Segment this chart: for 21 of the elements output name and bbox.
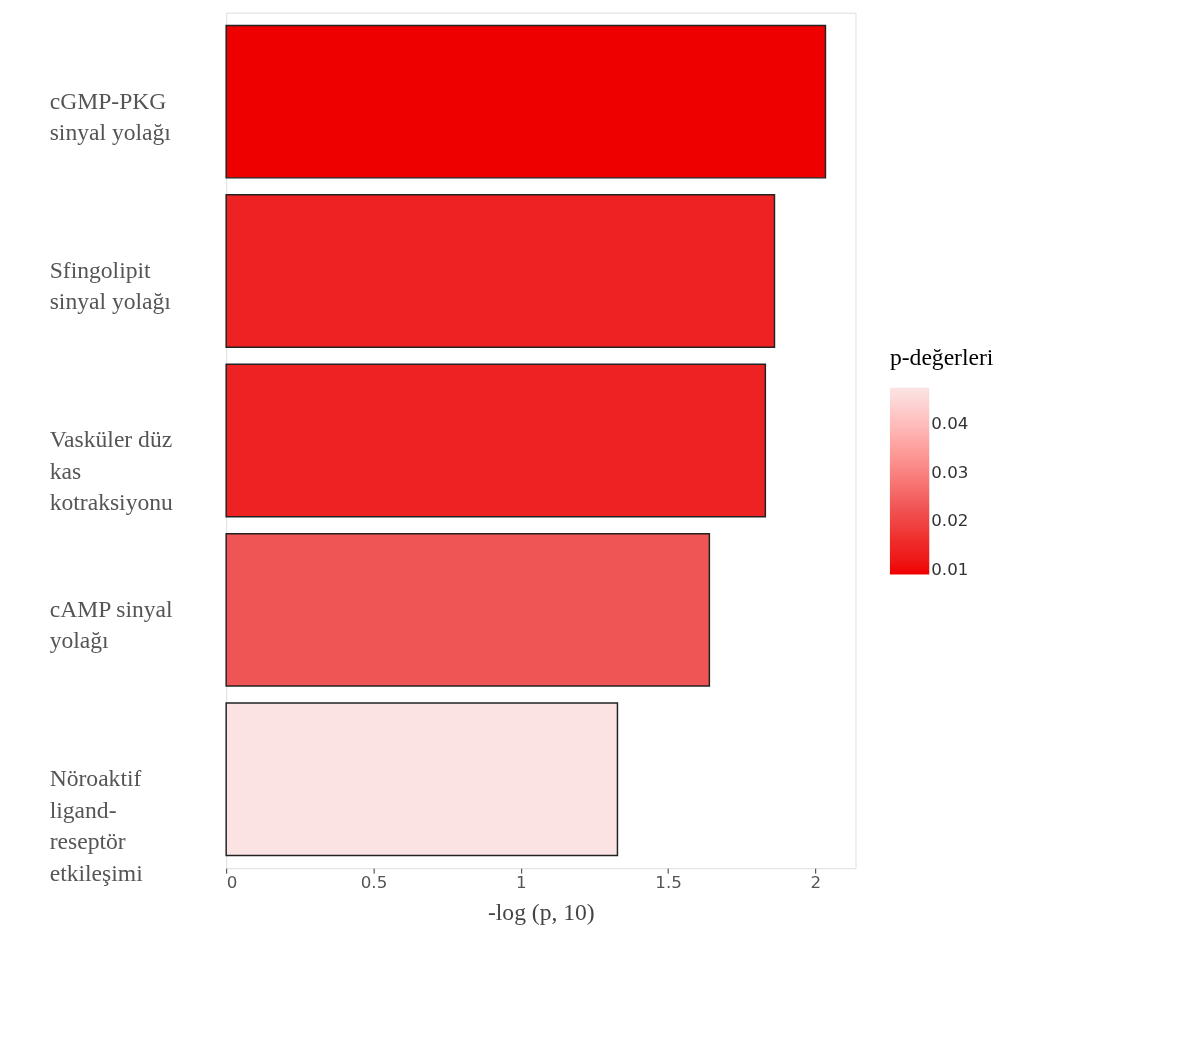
- color-bar-label: 0.03: [931, 461, 969, 482]
- x-tick-label: 1: [515, 872, 527, 893]
- y-tick-label: cGMP-PKG sinyal yolağı: [49, 87, 172, 146]
- y-tick-label: Vasküler düz kas kotraksiyonu: [49, 426, 174, 516]
- x-tick-label: 0.5: [360, 872, 388, 893]
- bar: [225, 532, 711, 687]
- color-bar-label: 0.04: [931, 412, 969, 433]
- y-tick-label: Sfingolipit sinyal yolağı: [49, 256, 172, 315]
- x-tick-label: 0: [226, 872, 238, 893]
- bar: [225, 194, 776, 349]
- bar: [225, 24, 827, 179]
- y-tick-label: Nöroaktif ligand-reseptör etkileşimi: [49, 765, 144, 886]
- x-tick-label: 2: [810, 872, 822, 893]
- color-bar-title: p-değerleri: [889, 344, 994, 371]
- bar: [225, 363, 767, 518]
- x-axis-title: -log (p, 10): [487, 898, 595, 925]
- color-bar-label: 0.02: [931, 510, 969, 531]
- x-tick-label: 1.5: [655, 872, 682, 893]
- color-bar-label: 0.01: [931, 558, 969, 579]
- bar: [225, 702, 619, 857]
- y-tick-label: cAMP sinyal yolağı: [49, 595, 174, 654]
